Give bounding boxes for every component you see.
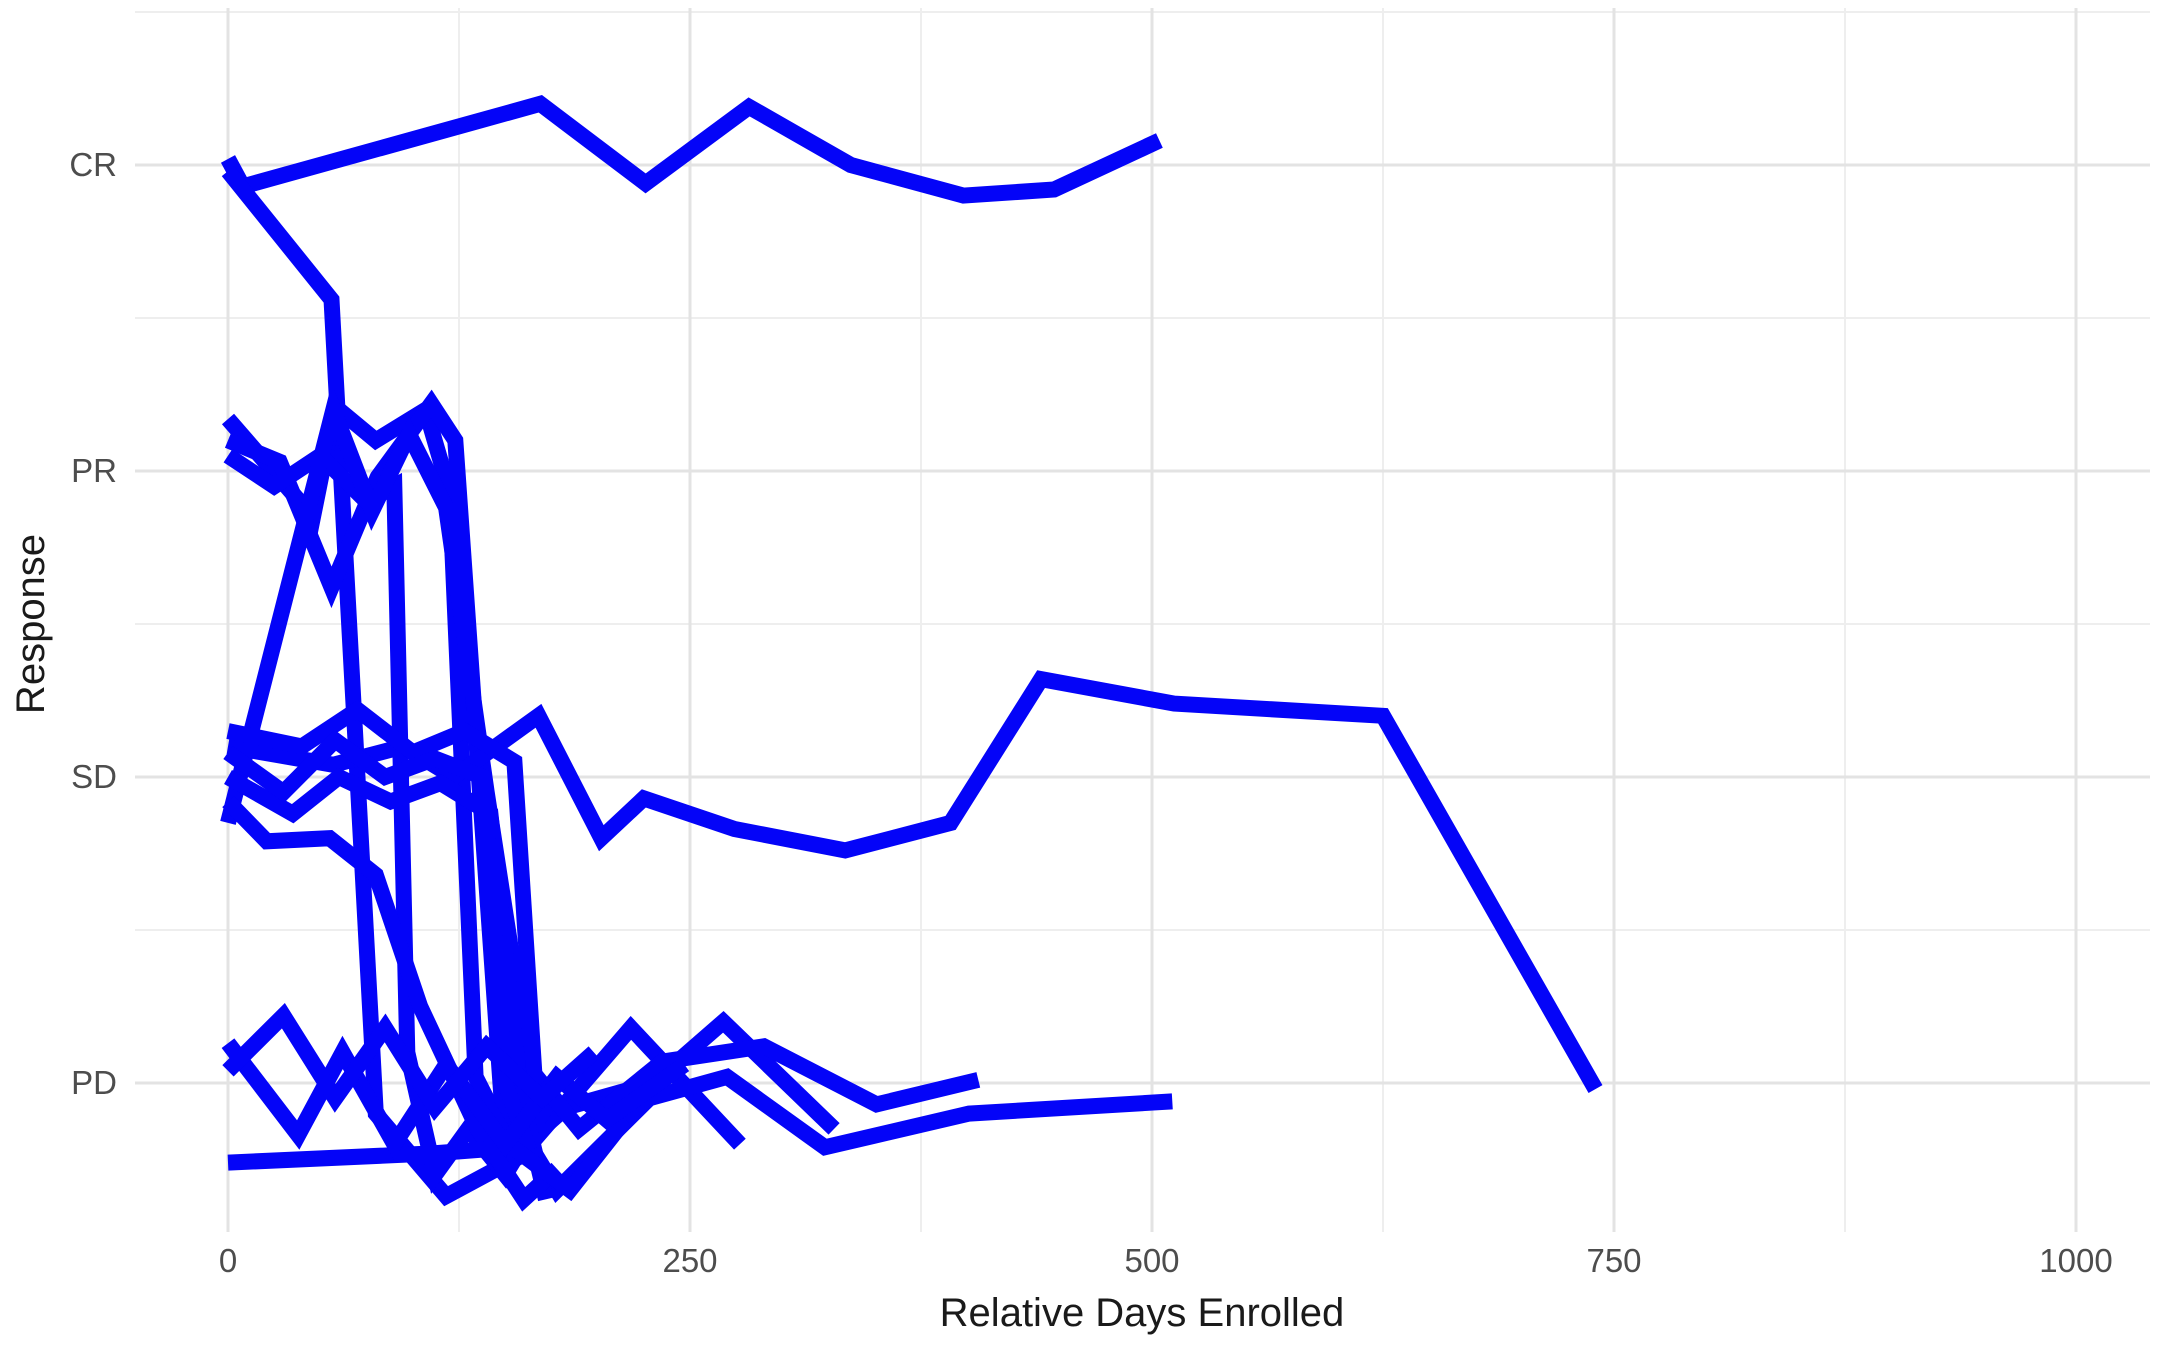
x-tick-label: 750 [1586, 1242, 1641, 1279]
x-tick-label: 250 [662, 1242, 717, 1279]
series-lines [220, 95, 1603, 1212]
trajectory-subject-04 [224, 389, 1173, 1203]
x-axis-title: Relative Days Enrolled [940, 1291, 1345, 1335]
trajectory-subject-09 [224, 767, 554, 1202]
y-tick-label: CR [69, 146, 117, 183]
trajectory-subject-10 [222, 795, 563, 1212]
x-tick-label: 1000 [2039, 1242, 2112, 1279]
y-tick-label: PR [71, 452, 117, 489]
x-tick-label: 500 [1124, 1242, 1179, 1279]
y-tick-label: PD [71, 1064, 117, 1101]
trajectory-subject-11 [223, 729, 537, 1153]
trajectory-subject-02 [221, 166, 746, 1207]
trajectory-subject-14 [222, 1002, 600, 1122]
trajectory-subject-08 [226, 699, 547, 1139]
trajectory-subject-13 [221, 1035, 690, 1160]
y-axis-tick-labels: CR PR SD PD [69, 146, 117, 1101]
trajectory-subject-01 [220, 95, 1163, 204]
y-tick-label: SD [71, 758, 117, 795]
x-axis-tick-labels: 0 250 500 750 1000 [219, 1242, 2113, 1279]
grid-major [135, 8, 2150, 1232]
y-axis-title: Response [9, 534, 53, 714]
x-tick-label: 0 [219, 1242, 237, 1279]
